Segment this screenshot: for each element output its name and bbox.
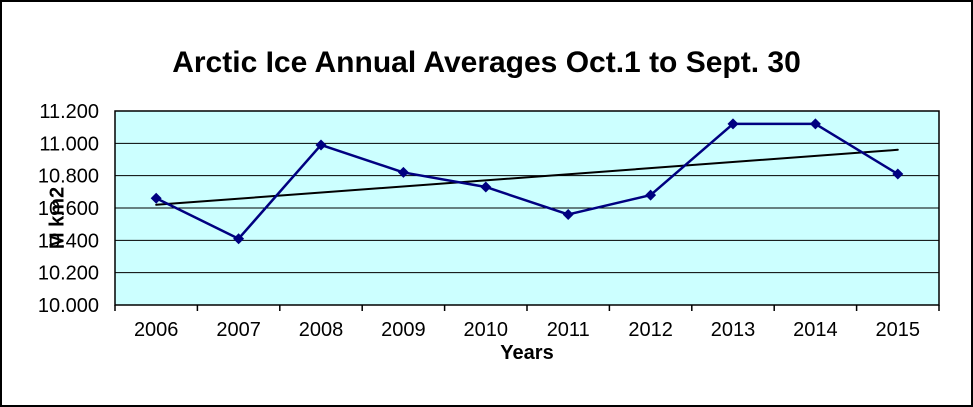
data-point-marker bbox=[315, 139, 327, 151]
data-point-marker bbox=[727, 118, 739, 130]
x-tick-label: 2011 bbox=[547, 319, 590, 341]
x-tick-label: 2007 bbox=[216, 319, 261, 341]
data-point-marker bbox=[809, 118, 821, 130]
x-tick-label: 2014 bbox=[793, 319, 838, 341]
x-tick-label: 2012 bbox=[628, 319, 673, 341]
y-axis-title: M km2 bbox=[46, 186, 69, 250]
y-tick-label: 11.000 bbox=[39, 133, 99, 155]
y-tick-label: 11.200 bbox=[39, 101, 99, 123]
y-tick-label: 10.000 bbox=[38, 295, 99, 317]
chart-title: Arctic Ice Annual Averages Oct.1 to Sept… bbox=[172, 46, 801, 79]
y-tick-label: 10.400 bbox=[38, 230, 99, 252]
data-point-marker bbox=[562, 208, 574, 220]
x-tick-label: 2010 bbox=[464, 319, 509, 341]
x-axis-title: Years bbox=[500, 342, 554, 364]
data-point-marker bbox=[645, 189, 657, 201]
series-line bbox=[154, 122, 900, 240]
data-point-marker bbox=[397, 166, 409, 178]
y-tick-label: 10.800 bbox=[38, 166, 99, 188]
x-tick-label: 2015 bbox=[876, 319, 921, 341]
x-tick-label: 2013 bbox=[711, 319, 756, 341]
x-tick-label: 2009 bbox=[381, 319, 426, 341]
data-point-marker bbox=[150, 192, 162, 204]
x-tick-label: 2008 bbox=[299, 319, 344, 341]
data-point-marker bbox=[233, 233, 245, 245]
data-point-marker bbox=[892, 168, 904, 180]
data-point-marker bbox=[480, 181, 492, 193]
y-tick-label: 10.600 bbox=[38, 198, 99, 220]
x-tick-label: 2006 bbox=[134, 319, 179, 341]
y-tick-label: 10.200 bbox=[38, 263, 99, 285]
trendline bbox=[155, 148, 899, 206]
